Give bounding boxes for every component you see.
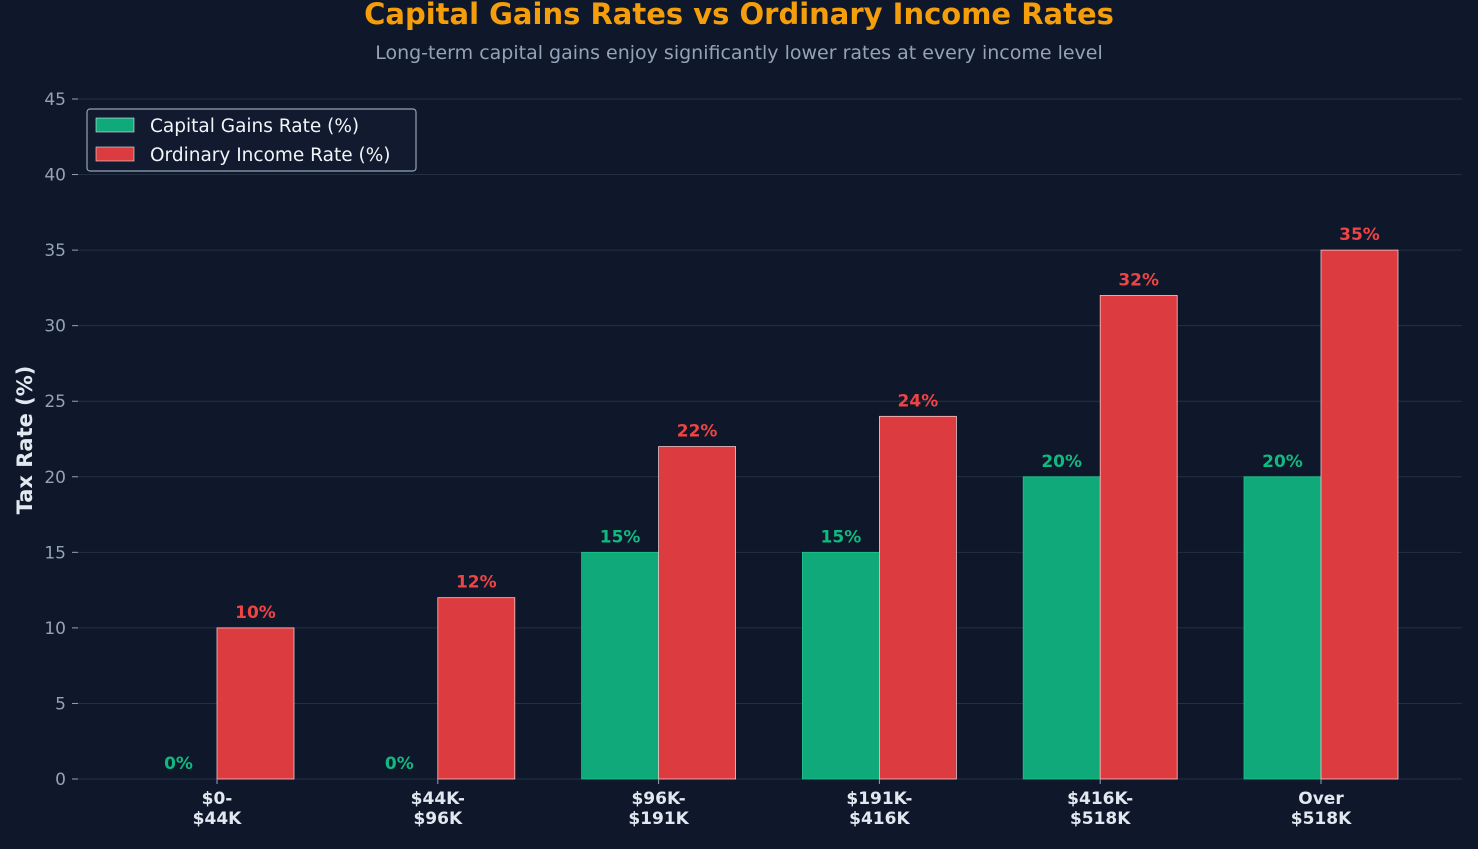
- x-tick-label: $96K-$191K: [628, 789, 689, 829]
- ordinary-income-bar: [1099, 295, 1178, 780]
- ordinary-income-bar: [437, 597, 516, 780]
- y-tick-label: 30: [44, 317, 66, 337]
- ordinary-income-bar: [879, 415, 957, 780]
- y-tick-label: 5: [55, 694, 66, 714]
- capital-gains-bar: [581, 551, 659, 780]
- chart-title: Capital Gains Rates vs Ordinary Income R…: [364, 0, 1114, 31]
- ordinary-income-bar: [1320, 249, 1399, 780]
- y-tick-label: 0: [55, 770, 66, 790]
- capital-gains-bar: [802, 551, 880, 780]
- x-tick-label: $0-$44K: [193, 789, 242, 829]
- y-tick-label: 25: [44, 392, 66, 412]
- ordinary-income-value-label: 35%: [1339, 225, 1380, 245]
- y-tick-label: 40: [44, 166, 66, 186]
- legend: Capital Gains Rate (%) Ordinary Income Ra…: [86, 108, 417, 172]
- x-tick-label: Over $518K: [1291, 789, 1352, 829]
- gridlines: [78, 98, 1462, 780]
- capital-gains-value-label: 0%: [164, 754, 193, 774]
- y-tick-label: 10: [44, 619, 66, 639]
- y-tick-label: 45: [44, 90, 66, 110]
- capital-gains-value-label: 0%: [385, 754, 414, 774]
- ordinary-income-value-label: 22%: [677, 422, 718, 442]
- data-labels: 0% 10% 0% 12% 15% 22% 15% 24% 20% 32% 20% 35%: [164, 225, 1380, 774]
- x-tick-label: $416K-$518K: [1067, 789, 1133, 829]
- capital-gains-bar: [1022, 476, 1101, 780]
- legend-label-capital-gains: Capital Gains Rate (%): [150, 116, 359, 137]
- capital-gains-value-label: 20%: [1041, 452, 1082, 472]
- ordinary-income-bar: [216, 627, 295, 780]
- y-axis-label: Tax Rate (%): [13, 366, 37, 515]
- legend-swatch-capital-gains: [95, 117, 135, 133]
- chart-subtitle: Long-term capital gains enjoy significan…: [375, 42, 1103, 64]
- capital-gains-value-label: 20%: [1262, 452, 1303, 472]
- legend-label-ordinary-income: Ordinary Income Rate (%): [150, 145, 391, 166]
- ordinary-income-value-label: 10%: [235, 603, 276, 623]
- ordinary-income-value-label: 24%: [898, 391, 939, 411]
- legend-box: [86, 108, 417, 172]
- bars: [216, 249, 1399, 780]
- legend-swatch-ordinary-income: [95, 146, 135, 162]
- ordinary-income-value-label: 12%: [456, 573, 497, 593]
- x-axis: $0-$44K $44K-$96K $96K-$191K $191K-$416K $41…: [193, 779, 1352, 829]
- capital-gains-value-label: 15%: [600, 527, 641, 547]
- x-tick-label: $191K-$416K: [846, 789, 912, 829]
- y-axis: 0 5 10 15 20 25 30 35 40 45: [44, 90, 78, 790]
- ordinary-income-value-label: 32%: [1118, 270, 1159, 290]
- ordinary-income-bar: [658, 446, 736, 780]
- y-tick-label: 15: [44, 543, 66, 563]
- y-tick-label: 35: [44, 241, 66, 261]
- capital-gains-value-label: 15%: [821, 527, 862, 547]
- y-tick-label: 20: [44, 468, 66, 488]
- capital-gains-bar: [1243, 476, 1322, 780]
- x-tick-label: $44K-$96K: [411, 789, 465, 829]
